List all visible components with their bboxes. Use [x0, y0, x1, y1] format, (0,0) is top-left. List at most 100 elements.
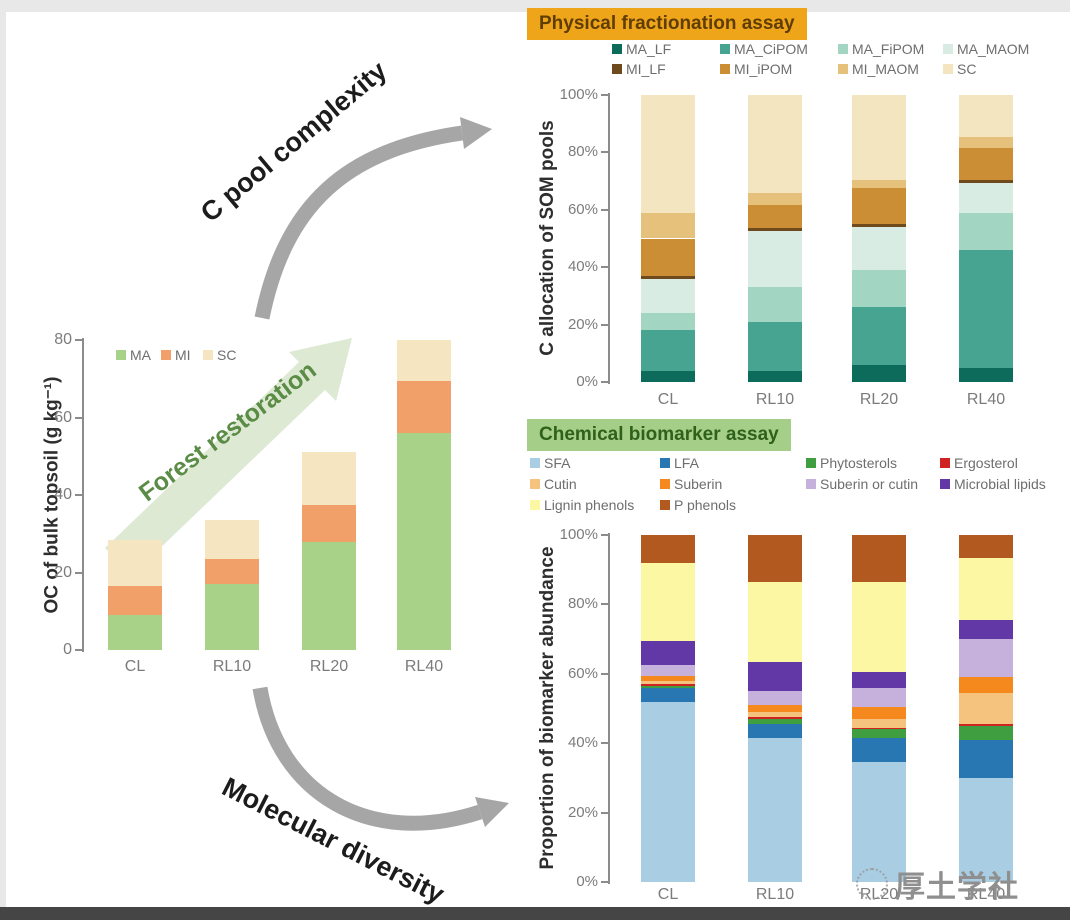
y-tick-mark — [601, 603, 608, 606]
bar-segment-LFA — [748, 724, 802, 738]
y-tick-mark — [75, 649, 82, 651]
legend-label: MA_MAOM — [957, 41, 1030, 57]
y-tick-mark — [601, 266, 608, 269]
legend-swatch-icon — [660, 458, 670, 468]
bar-segment-SC — [959, 95, 1013, 137]
legend-item-SC: SC — [943, 61, 976, 77]
legend-item-MI_LF: MI_LF — [612, 61, 666, 77]
y-tick-mark — [75, 339, 82, 341]
bar-segment-SC — [641, 95, 695, 213]
bar-segment-SC — [302, 452, 356, 505]
legend-label: Lignin phenols — [544, 497, 635, 513]
legend-item-Cutin: Cutin — [530, 476, 577, 492]
legend-label: MI_iPOM — [734, 61, 793, 77]
x-category-label: CL — [124, 658, 146, 675]
bar-segment-LFA — [959, 739, 1013, 778]
bar-segment-MI — [397, 380, 451, 433]
bar-segment-Lignin phenols — [959, 557, 1013, 620]
y-tick-label: 0% — [576, 873, 598, 890]
y-tick-mark — [601, 672, 608, 675]
bar-segment-SFA — [641, 701, 695, 882]
bar-segment-MA_CiPOM — [852, 307, 906, 365]
legend-label: MA — [130, 347, 151, 363]
legend-label: MA_LF — [626, 41, 672, 57]
bar-segment-P phenols — [748, 535, 802, 582]
bar-segment-P phenols — [959, 535, 1013, 558]
y-tick-mark — [601, 323, 608, 326]
legend-swatch-icon — [940, 458, 950, 468]
legend-item-MI: MI — [161, 347, 191, 363]
legend-label: Phytosterols — [820, 455, 898, 471]
y-tick-mark — [75, 416, 82, 419]
legend-swatch-icon — [612, 64, 622, 74]
legend-item-MI_iPOM: MI_iPOM — [720, 61, 792, 77]
bar-segment-Ergosterol — [748, 717, 802, 719]
bar-segment-SC — [397, 340, 451, 381]
bar-segment-Phytosterols — [748, 718, 802, 725]
bar-segment-Ergosterol — [959, 724, 1013, 726]
x-category-label: CL — [657, 886, 679, 903]
bar-segment-Cutin — [748, 711, 802, 718]
y-tick-mark — [601, 534, 608, 536]
legend-item-Lignin phenols: Lignin phenols — [530, 497, 634, 513]
bar-segment-Microbial lipids — [959, 620, 1013, 640]
legend-item-Suberin: Suberin — [660, 476, 722, 492]
bar-segment-MI — [205, 558, 259, 585]
bar-segment-Phytosterols — [641, 685, 695, 688]
bar-segment-MA_MAOM — [748, 231, 802, 288]
x-category-label: RL10 — [212, 658, 252, 675]
y-tick-mark — [601, 151, 608, 154]
bar-segment-Suberin — [852, 706, 906, 719]
y-tick-label: 100% — [559, 86, 598, 103]
bar-segment-MA_CiPOM — [959, 249, 1013, 368]
som-axis-title: C allocation of SOM pools — [537, 120, 558, 356]
legend-label: MA_FiPOM — [852, 41, 925, 57]
legend-item-P phenols: P phenols — [660, 497, 736, 513]
legend-item-SFA: SFA — [530, 455, 570, 471]
legend-swatch-icon — [660, 479, 670, 489]
bar-segment-MI_iPOM — [852, 188, 906, 225]
bar-segment-Suberin or cutin — [959, 639, 1013, 678]
bar-segment-MA_FiPOM — [959, 212, 1013, 250]
bottom-bar — [0, 907, 1070, 920]
physical-assay-header: Physical fractionation assay — [527, 8, 807, 40]
bar-segment-MA_FiPOM — [641, 313, 695, 331]
bar-segment-MI_iPOM — [748, 205, 802, 229]
bar-segment-MA — [302, 541, 356, 650]
y-tick-mark — [75, 571, 82, 574]
watermark-logo-icon — [856, 868, 888, 900]
legend-swatch-icon — [612, 44, 622, 54]
legend-item-Microbial lipids: Microbial lipids — [940, 476, 1046, 492]
x-category-label: RL10 — [755, 886, 795, 903]
y-axis-line — [82, 338, 84, 652]
bar-segment-MA_MAOM — [641, 278, 695, 314]
bar-segment-Cutin — [852, 718, 906, 728]
legend-item-Phytosterols: Phytosterols — [806, 455, 897, 471]
bar-segment-Phytosterols — [852, 729, 906, 738]
bar-segment-Microbial lipids — [641, 640, 695, 666]
y-tick-mark — [601, 881, 608, 883]
legend-swatch-icon — [720, 44, 730, 54]
bar-segment-SC — [205, 520, 259, 559]
bar-segment-MI_LF — [748, 228, 802, 232]
bar-segment-Microbial lipids — [748, 661, 802, 692]
c-pool-complexity-label: C pool complexity — [194, 55, 393, 228]
bar-segment-MA_MAOM — [852, 227, 906, 271]
legend-item-MA_FiPOM: MA_FiPOM — [838, 41, 924, 57]
y-tick-label: 0% — [576, 373, 598, 390]
legend-swatch-icon — [806, 458, 816, 468]
bar-segment-Lignin phenols — [641, 562, 695, 641]
y-tick-mark — [75, 494, 82, 496]
legend-label: MI_MAOM — [852, 61, 919, 77]
bar-segment-Cutin — [959, 692, 1013, 725]
bar-segment-Suberin — [748, 705, 802, 712]
y-tick-label: 100% — [559, 526, 598, 543]
bar-segment-SFA — [748, 737, 802, 882]
legend-item-MA_LF: MA_LF — [612, 41, 671, 57]
bar-segment-MI — [108, 586, 162, 616]
